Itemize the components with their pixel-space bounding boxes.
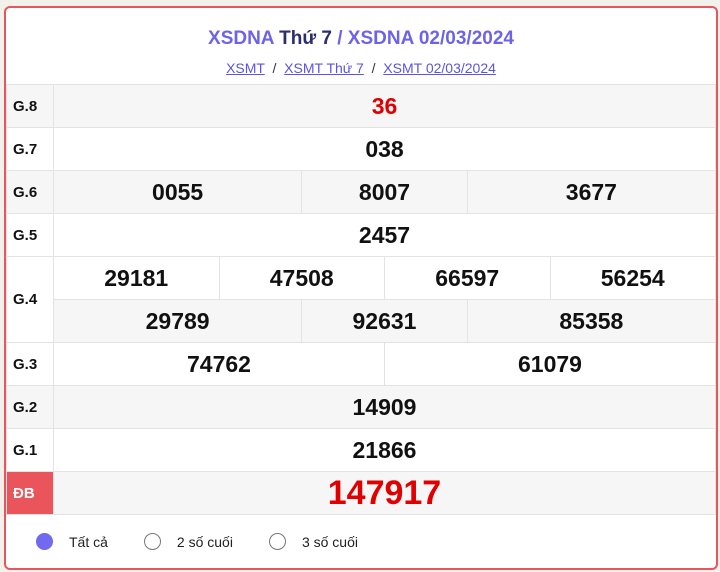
- digit-filter: Tất cả 2 số cuối 3 số cuối: [36, 533, 716, 550]
- prize-row: G.6 0055 8007 3677: [6, 170, 716, 214]
- page-title: XSDNA Thứ 7 / XSDNA 02/03/2024: [6, 28, 716, 50]
- filter-option[interactable]: Tất cả: [36, 533, 108, 550]
- prize-label: G.3: [6, 342, 54, 386]
- prize-row: G.8 36: [6, 84, 716, 128]
- prize-row: G.7 038: [6, 127, 716, 171]
- prize-number: 61079: [384, 342, 716, 386]
- prize-number: 92631: [301, 299, 468, 343]
- filter-label: 2 số cuối: [176, 533, 233, 550]
- title-separator: /: [331, 28, 348, 49]
- filter-label: Tất cả: [69, 533, 108, 550]
- prize-row: G.1 21866: [6, 428, 716, 472]
- radio-button[interactable]: [268, 533, 286, 550]
- prize-row: G.4 29181 47508 66597 56254: [6, 256, 716, 343]
- prize-number: 21866: [53, 428, 716, 472]
- prize-number: 29789: [52, 299, 303, 343]
- results-table: G.8 36 G.7 038 G.6 0055 8007 3677 G.5 2457 G.4 2918…: [6, 84, 716, 515]
- prize-number: 85358: [466, 299, 716, 343]
- results-card: XSDNA Thứ 7 / XSDNA 02/03/2024 XSMT / XS…: [4, 6, 718, 570]
- prize-number: 2457: [53, 213, 716, 257]
- breadcrumb-xsmt[interactable]: XSMT: [226, 60, 265, 76]
- prize-number: 47508: [218, 256, 385, 300]
- filter-option[interactable]: 3 số cuối: [268, 533, 358, 550]
- prize-label: G.7: [6, 127, 54, 171]
- prize-number: 74762: [53, 342, 385, 386]
- prize-row: G.5 2457: [6, 213, 716, 257]
- prize-number: 36: [53, 84, 716, 128]
- title-link-province[interactable]: XSDNA: [208, 28, 274, 49]
- prize-label: G.1: [6, 428, 54, 472]
- filter-option[interactable]: 2 số cuối: [143, 533, 233, 550]
- prize-number: 038: [53, 127, 716, 171]
- prize-number: 56254: [549, 256, 716, 300]
- prize-label: G.2: [6, 385, 54, 429]
- prize-number: 0055: [52, 170, 303, 214]
- prize-label: ĐB: [6, 471, 54, 515]
- prize-label: G.5: [6, 213, 54, 257]
- prize-number: 147917: [53, 471, 716, 515]
- prize-row: ĐB 147917: [6, 471, 716, 515]
- breadcrumb: XSMT / XSMT Thứ 7 / XSMT 02/03/2024: [226, 60, 496, 76]
- breadcrumb-xsmt-date[interactable]: XSMT 02/03/2024: [383, 60, 496, 76]
- prize-number: 29181: [53, 256, 220, 300]
- prize-label: G.6: [6, 170, 54, 214]
- title-weekday: Thứ 7: [279, 28, 332, 49]
- breadcrumb-xsmt-weekday[interactable]: XSMT Thứ 7: [284, 60, 364, 76]
- prize-number: 14909: [53, 385, 716, 429]
- prize-row: 29789 92631 85358: [7, 299, 716, 343]
- prize-row: G.2 14909: [6, 385, 716, 429]
- radio-button[interactable]: [143, 533, 161, 550]
- prize-number: 66597: [384, 256, 551, 300]
- prize-number: 8007: [301, 170, 468, 214]
- radio-button[interactable]: [36, 533, 53, 550]
- title-link-date[interactable]: XSDNA 02/03/2024: [347, 28, 514, 49]
- filter-label: 3 số cuối: [301, 533, 358, 550]
- prize-label: G.4: [6, 256, 54, 343]
- prize-number: 3677: [466, 170, 716, 214]
- prize-row: G.3 74762 61079: [6, 342, 716, 386]
- prize-label: G.8: [6, 84, 54, 128]
